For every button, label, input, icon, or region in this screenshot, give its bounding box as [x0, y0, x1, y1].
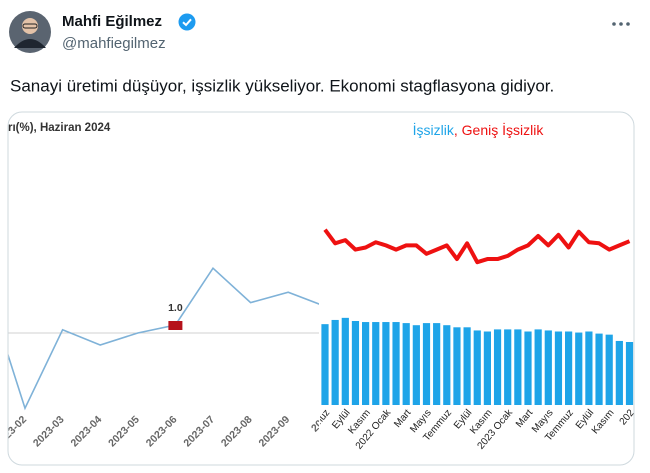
bar	[483, 331, 491, 405]
avatar[interactable]	[9, 11, 51, 53]
bar	[453, 327, 461, 405]
bar	[493, 329, 502, 405]
bar	[585, 331, 593, 405]
bar	[433, 323, 441, 405]
bar	[605, 334, 613, 405]
bar	[595, 333, 603, 405]
bar	[402, 323, 410, 405]
line	[323, 228, 631, 265]
value-label: 1.0	[168, 302, 183, 314]
x-tick-label: 202	[309, 413, 330, 434]
bar	[351, 321, 360, 405]
bar	[473, 330, 481, 405]
legend-separator: ,	[454, 122, 462, 138]
media-frame[interactable]	[7, 111, 635, 466]
bar	[534, 329, 542, 405]
highlight-marker	[168, 321, 183, 330]
bar	[392, 322, 400, 405]
verified-badge	[178, 13, 196, 31]
line	[8, 266, 319, 411]
legend: İşsizlik, Geniş İşsizlik	[413, 121, 545, 138]
bar	[554, 331, 563, 405]
bar	[412, 325, 420, 405]
bar	[615, 340, 623, 405]
author-handle[interactable]: @mahfiegilmez	[62, 35, 166, 52]
legend-entry: İşsizlik	[413, 121, 455, 138]
bar	[331, 319, 339, 405]
bar	[422, 323, 431, 405]
chart-title: rı(%), Haziran 2024	[8, 122, 111, 134]
author-name[interactable]: Mahfi Eğilmez	[62, 13, 162, 30]
bar	[524, 331, 532, 405]
more-button[interactable]	[612, 22, 630, 26]
bar	[463, 327, 471, 405]
bar	[565, 331, 573, 405]
bar	[625, 342, 634, 405]
bar	[372, 322, 380, 405]
bar	[341, 317, 349, 405]
media-background	[8, 112, 634, 465]
bar	[362, 322, 370, 405]
bar	[575, 332, 583, 405]
bar	[514, 329, 522, 405]
bar	[321, 324, 329, 405]
bar	[544, 330, 552, 405]
bar	[382, 322, 390, 405]
legend-entry: Geniş İşsizlik	[462, 121, 545, 138]
bar	[443, 325, 451, 405]
bar	[504, 329, 512, 405]
tweet-text: Sanayi üretimi düşüyor, işsizlik yükseli…	[10, 76, 554, 95]
